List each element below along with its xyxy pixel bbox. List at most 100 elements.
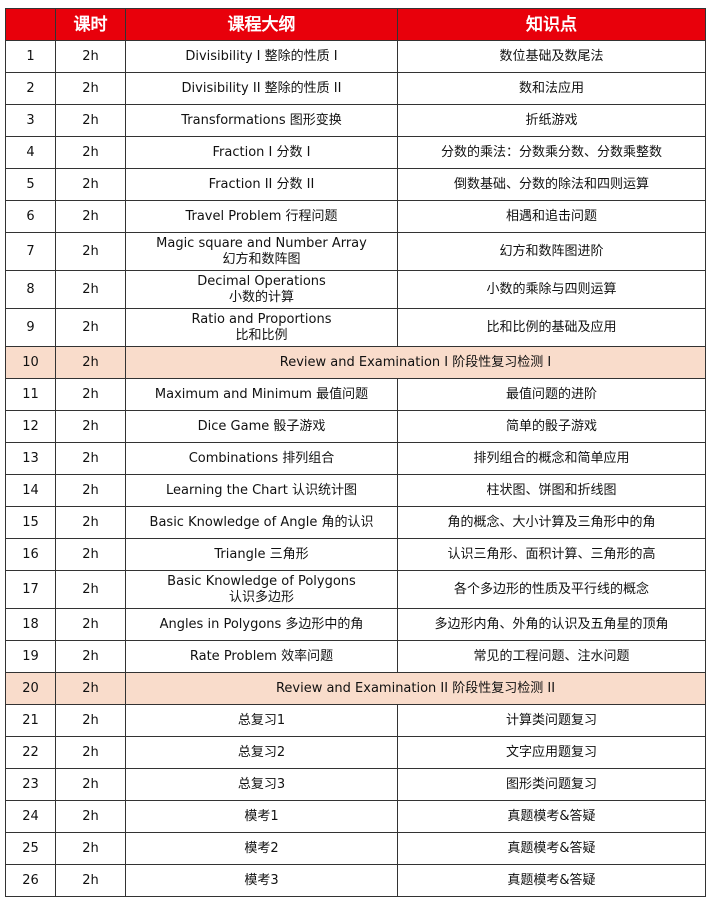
lesson-hours: 2h: [55, 538, 126, 571]
outline-en: Basic Knowledge of Polygons: [167, 573, 356, 589]
knowledge-points: 幻方和数阵图进阶: [397, 232, 706, 271]
outline-en: Divisibility I 整除的性质 I: [185, 48, 338, 64]
course-table: 课时 课程大纲 知识点 1 2h Divisibility I 整除的性质 I 数位基…: [5, 8, 706, 897]
lesson-outline: Learning the Chart 认识统计图: [125, 474, 398, 507]
lesson-outline: 模考1: [125, 800, 398, 833]
lesson-number: 16: [5, 538, 56, 571]
lesson-number: 20: [5, 672, 56, 705]
lesson-hours: 2h: [55, 410, 126, 443]
header-outline: 课程大纲: [125, 8, 398, 41]
outline-en: 总复习1: [237, 712, 286, 728]
lesson-number: 7: [5, 232, 56, 271]
outline-en: 总复习2: [237, 744, 286, 760]
table-row: 7 2h Magic square and Number Array 幻方和数阵图 幻方…: [5, 232, 706, 271]
outline-en: Dice Game 骰子游戏: [197, 418, 326, 434]
knowledge-points: 数和法应用: [397, 72, 706, 105]
lesson-outline: Travel Problem 行程问题: [125, 200, 398, 233]
table-row: 24 2h 模考1 真题模考&答疑: [5, 800, 706, 833]
header-row: 课时 课程大纲 知识点: [5, 8, 706, 41]
lesson-outline: Decimal Operations 小数的计算: [125, 270, 398, 309]
lesson-hours: 2h: [55, 378, 126, 411]
lesson-number: 14: [5, 474, 56, 507]
lesson-number: 12: [5, 410, 56, 443]
lesson-number: 9: [5, 308, 56, 347]
lesson-outline: Basic Knowledge of Polygons 认识多边形: [125, 570, 398, 609]
lesson-hours: 2h: [55, 308, 126, 347]
lesson-number: 25: [5, 832, 56, 865]
lesson-outline: Fraction II 分数 II: [125, 168, 398, 201]
outline-en: 总复习3: [237, 776, 286, 792]
lesson-outline: Ratio and Proportions 比和比例: [125, 308, 398, 347]
lesson-hours: 2h: [55, 608, 126, 641]
lesson-number: 2: [5, 72, 56, 105]
lesson-hours: 2h: [55, 474, 126, 507]
lesson-hours: 2h: [55, 442, 126, 475]
table-row: 11 2h Maximum and Minimum 最值问题 最值问题的进阶: [5, 378, 706, 411]
outline-en: 模考1: [244, 808, 279, 824]
knowledge-points: 真题模考&答疑: [397, 864, 706, 897]
outline-en: 模考2: [244, 840, 279, 856]
lesson-outline: 总复习2: [125, 736, 398, 769]
outline-en: Ratio and Proportions: [191, 311, 332, 327]
lesson-number: 22: [5, 736, 56, 769]
lesson-outline: Divisibility II 整除的性质 II: [125, 72, 398, 105]
lesson-outline: Rate Problem 效率问题: [125, 640, 398, 673]
outline-cn: 幻方和数阵图: [222, 251, 301, 267]
outline-cn: 比和比例: [235, 327, 288, 343]
knowledge-points: 排列组合的概念和简单应用: [397, 442, 706, 475]
table-row: 3 2h Transformations 图形变换 折纸游戏: [5, 104, 706, 137]
lesson-hours: 2h: [55, 136, 126, 169]
lesson-hours: 2h: [55, 640, 126, 673]
knowledge-points: 常见的工程问题、注水问题: [397, 640, 706, 673]
table-row: 12 2h Dice Game 骰子游戏 简单的骰子游戏: [5, 410, 706, 443]
outline-en: Divisibility II 整除的性质 II: [181, 80, 342, 96]
lesson-outline: Transformations 图形变换: [125, 104, 398, 137]
lesson-outline: Magic square and Number Array 幻方和数阵图: [125, 232, 398, 271]
lesson-number: 13: [5, 442, 56, 475]
outline-en: Fraction II 分数 II: [208, 176, 315, 192]
lesson-number: 24: [5, 800, 56, 833]
outline-en: Maximum and Minimum 最值问题: [154, 386, 369, 402]
table-row: 1 2h Divisibility I 整除的性质 I 数位基础及数尾法: [5, 40, 706, 73]
lesson-hours: 2h: [55, 570, 126, 609]
outline-en: Decimal Operations: [197, 273, 326, 289]
outline-en: Travel Problem 行程问题: [185, 208, 338, 224]
lesson-number: 23: [5, 768, 56, 801]
knowledge-points: 各个多边形的性质及平行线的概念: [397, 570, 706, 609]
lesson-number: 3: [5, 104, 56, 137]
lesson-hours: 2h: [55, 40, 126, 73]
header-points: 知识点: [397, 8, 706, 41]
lesson-hours: 2h: [55, 72, 126, 105]
knowledge-points: 认识三角形、面积计算、三角形的高: [397, 538, 706, 571]
knowledge-points: 简单的骰子游戏: [397, 410, 706, 443]
lesson-hours: 2h: [55, 864, 126, 897]
lesson-number: 15: [5, 506, 56, 539]
lesson-hours: 2h: [55, 104, 126, 137]
table-row: 21 2h 总复习1 计算类问题复习: [5, 704, 706, 737]
table-row: 26 2h 模考3 真题模考&答疑: [5, 864, 706, 897]
table-row: 6 2h Travel Problem 行程问题 相遇和追击问题: [5, 200, 706, 233]
lesson-number: 8: [5, 270, 56, 309]
knowledge-points: 相遇和追击问题: [397, 200, 706, 233]
lesson-hours: 2h: [55, 768, 126, 801]
outline-en: Fraction I 分数 I: [212, 144, 311, 160]
outline-en: Angles in Polygons 多边形中的角: [159, 616, 364, 632]
table-row: 2 2h Divisibility II 整除的性质 II 数和法应用: [5, 72, 706, 105]
lesson-number: 17: [5, 570, 56, 609]
lesson-number: 1: [5, 40, 56, 73]
outline-en: Magic square and Number Array: [156, 235, 367, 251]
table-row: 9 2h Ratio and Proportions 比和比例 比和比例的基础及应用: [5, 308, 706, 347]
table-row: 23 2h 总复习3 图形类问题复习: [5, 768, 706, 801]
lesson-outline: Basic Knowledge of Angle 角的认识: [125, 506, 398, 539]
outline-en: Triangle 三角形: [214, 546, 309, 562]
header-index: [5, 8, 56, 41]
lesson-number: 5: [5, 168, 56, 201]
lesson-hours: 2h: [55, 506, 126, 539]
outline-en: Rate Problem 效率问题: [189, 648, 334, 664]
knowledge-points: 小数的乘除与四则运算: [397, 270, 706, 309]
header-hours: 课时: [55, 8, 126, 41]
table-row: 15 2h Basic Knowledge of Angle 角的认识 角的概念、大小…: [5, 506, 706, 539]
knowledge-points: 图形类问题复习: [397, 768, 706, 801]
table-row: 16 2h Triangle 三角形 认识三角形、面积计算、三角形的高: [5, 538, 706, 571]
table-row: 22 2h 总复习2 文字应用题复习: [5, 736, 706, 769]
